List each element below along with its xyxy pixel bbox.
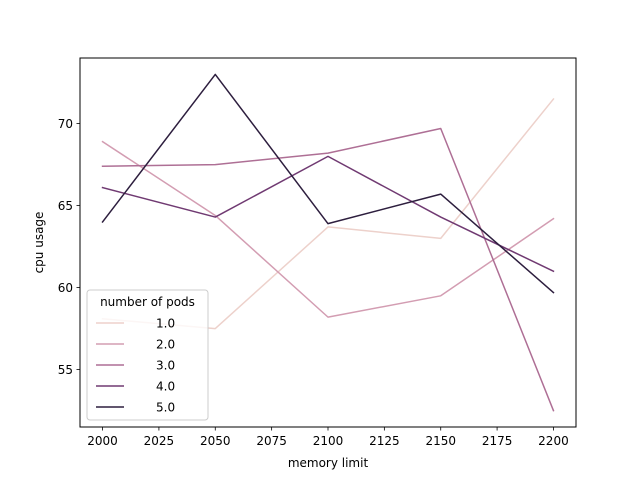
- legend-label-2.0: 2.0: [156, 337, 175, 351]
- y-tick-label: 55: [58, 363, 73, 377]
- x-tick-label: 2150: [425, 434, 456, 448]
- x-tick-label: 2125: [369, 434, 400, 448]
- legend-title: number of pods: [100, 295, 195, 309]
- series-line-3.0: [101, 127, 555, 412]
- x-tick-label: 2100: [313, 434, 344, 448]
- x-tick-label: 2075: [256, 434, 287, 448]
- legend-box: [86, 289, 209, 421]
- y-tick-label: 65: [58, 199, 73, 213]
- x-tick-label: 2025: [144, 434, 175, 448]
- legend-label-5.0: 5.0: [156, 400, 175, 414]
- x-axis: 2000 2025 2050 2075 2100 2125 2150 2175 2200: [87, 427, 569, 448]
- legend-label-3.0: 3.0: [156, 358, 175, 372]
- x-tick-label: 2200: [538, 434, 569, 448]
- y-axis: 55 60 65 70: [58, 117, 80, 377]
- x-tick-label: 2000: [87, 434, 118, 448]
- series-line-4.0: [101, 155, 555, 273]
- y-tick-label: 70: [58, 117, 73, 131]
- legend-label-4.0: 4.0: [156, 379, 175, 393]
- series-line-5.0: [101, 73, 555, 294]
- y-axis-label: cpu usage: [32, 212, 46, 274]
- x-tick-label: 2050: [200, 434, 231, 448]
- x-axis-label: memory limit: [288, 456, 369, 470]
- legend-label-1.0: 1.0: [156, 316, 175, 330]
- series-line-2.0: [101, 140, 555, 318]
- legend: number of pods 1.0 2.0 3.0 4.0 5.0: [86, 289, 209, 421]
- y-tick-label: 60: [58, 281, 73, 295]
- x-tick-label: 2175: [482, 434, 513, 448]
